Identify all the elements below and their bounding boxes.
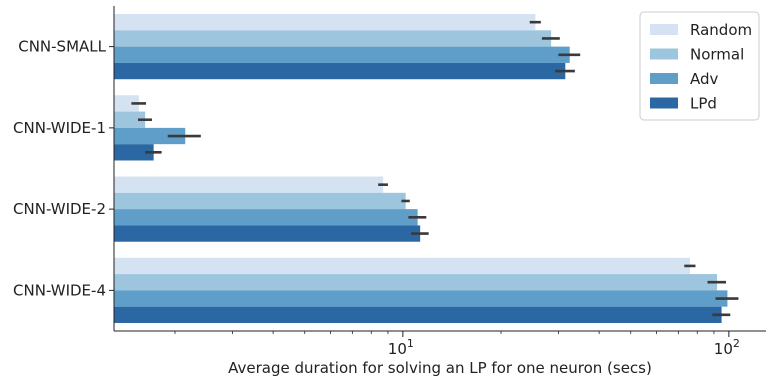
bar-cnn-wide-2-adv <box>114 209 418 226</box>
bar-cnn-small-lpd <box>114 62 566 80</box>
bar-cnn-wide-4-random <box>114 257 690 275</box>
bar-cnn-wide-4-normal <box>114 274 718 291</box>
category-label-cnn-wide-4: CNN-WIDE-4 <box>13 281 106 299</box>
bar-cnn-wide-1-normal <box>114 111 146 128</box>
legend-box <box>639 11 760 121</box>
legend: Random Normal Adv LPd <box>639 11 760 121</box>
x-tick-label-100: 102 <box>714 337 740 358</box>
x-axis-label: Average duration for solving an LP for o… <box>228 359 652 377</box>
category-label-cnn-wide-1: CNN-WIDE-1 <box>13 119 106 137</box>
x-tick-label-10: 101 <box>388 337 414 358</box>
bar-cnn-small-random <box>114 14 536 31</box>
bar-cnn-wide-2-random <box>114 176 384 193</box>
bar-cnn-small-adv <box>114 46 570 63</box>
bar-cnn-wide-1-random <box>114 95 139 112</box>
legend-swatch-lpd <box>650 97 678 109</box>
bar-cnn-wide-1-lpd <box>114 144 154 161</box>
bar-cnn-wide-1-adv <box>114 127 186 145</box>
x-ticks-group: 101 102 <box>174 331 740 358</box>
legend-label-random: Random <box>690 21 752 39</box>
bar-cnn-wide-4-lpd <box>114 306 722 323</box>
category-label-cnn-wide-2: CNN-WIDE-2 <box>13 200 106 218</box>
bar-cnn-wide-2-normal <box>114 192 406 210</box>
axes-group <box>113 6 766 332</box>
bars-group <box>114 14 728 323</box>
bar-cnn-small-normal <box>114 30 552 47</box>
category-label-cnn-small: CNN-SMALL <box>18 38 106 56</box>
legend-swatch-normal <box>650 48 678 60</box>
category-labels-group: CNN-SMALL CNN-WIDE-1 CNN-WIDE-2 CNN-WIDE-4 <box>13 38 114 299</box>
bar-cnn-wide-2-lpd <box>114 225 421 242</box>
legend-label-lpd: LPd <box>690 95 717 113</box>
legend-swatch-adv <box>650 73 678 84</box>
legend-label-adv: Adv <box>690 70 719 88</box>
error-bars-group <box>131 20 739 317</box>
legend-swatch-random <box>650 24 678 35</box>
bar-cnn-wide-4-adv <box>114 290 728 307</box>
legend-label-normal: Normal <box>690 46 744 64</box>
